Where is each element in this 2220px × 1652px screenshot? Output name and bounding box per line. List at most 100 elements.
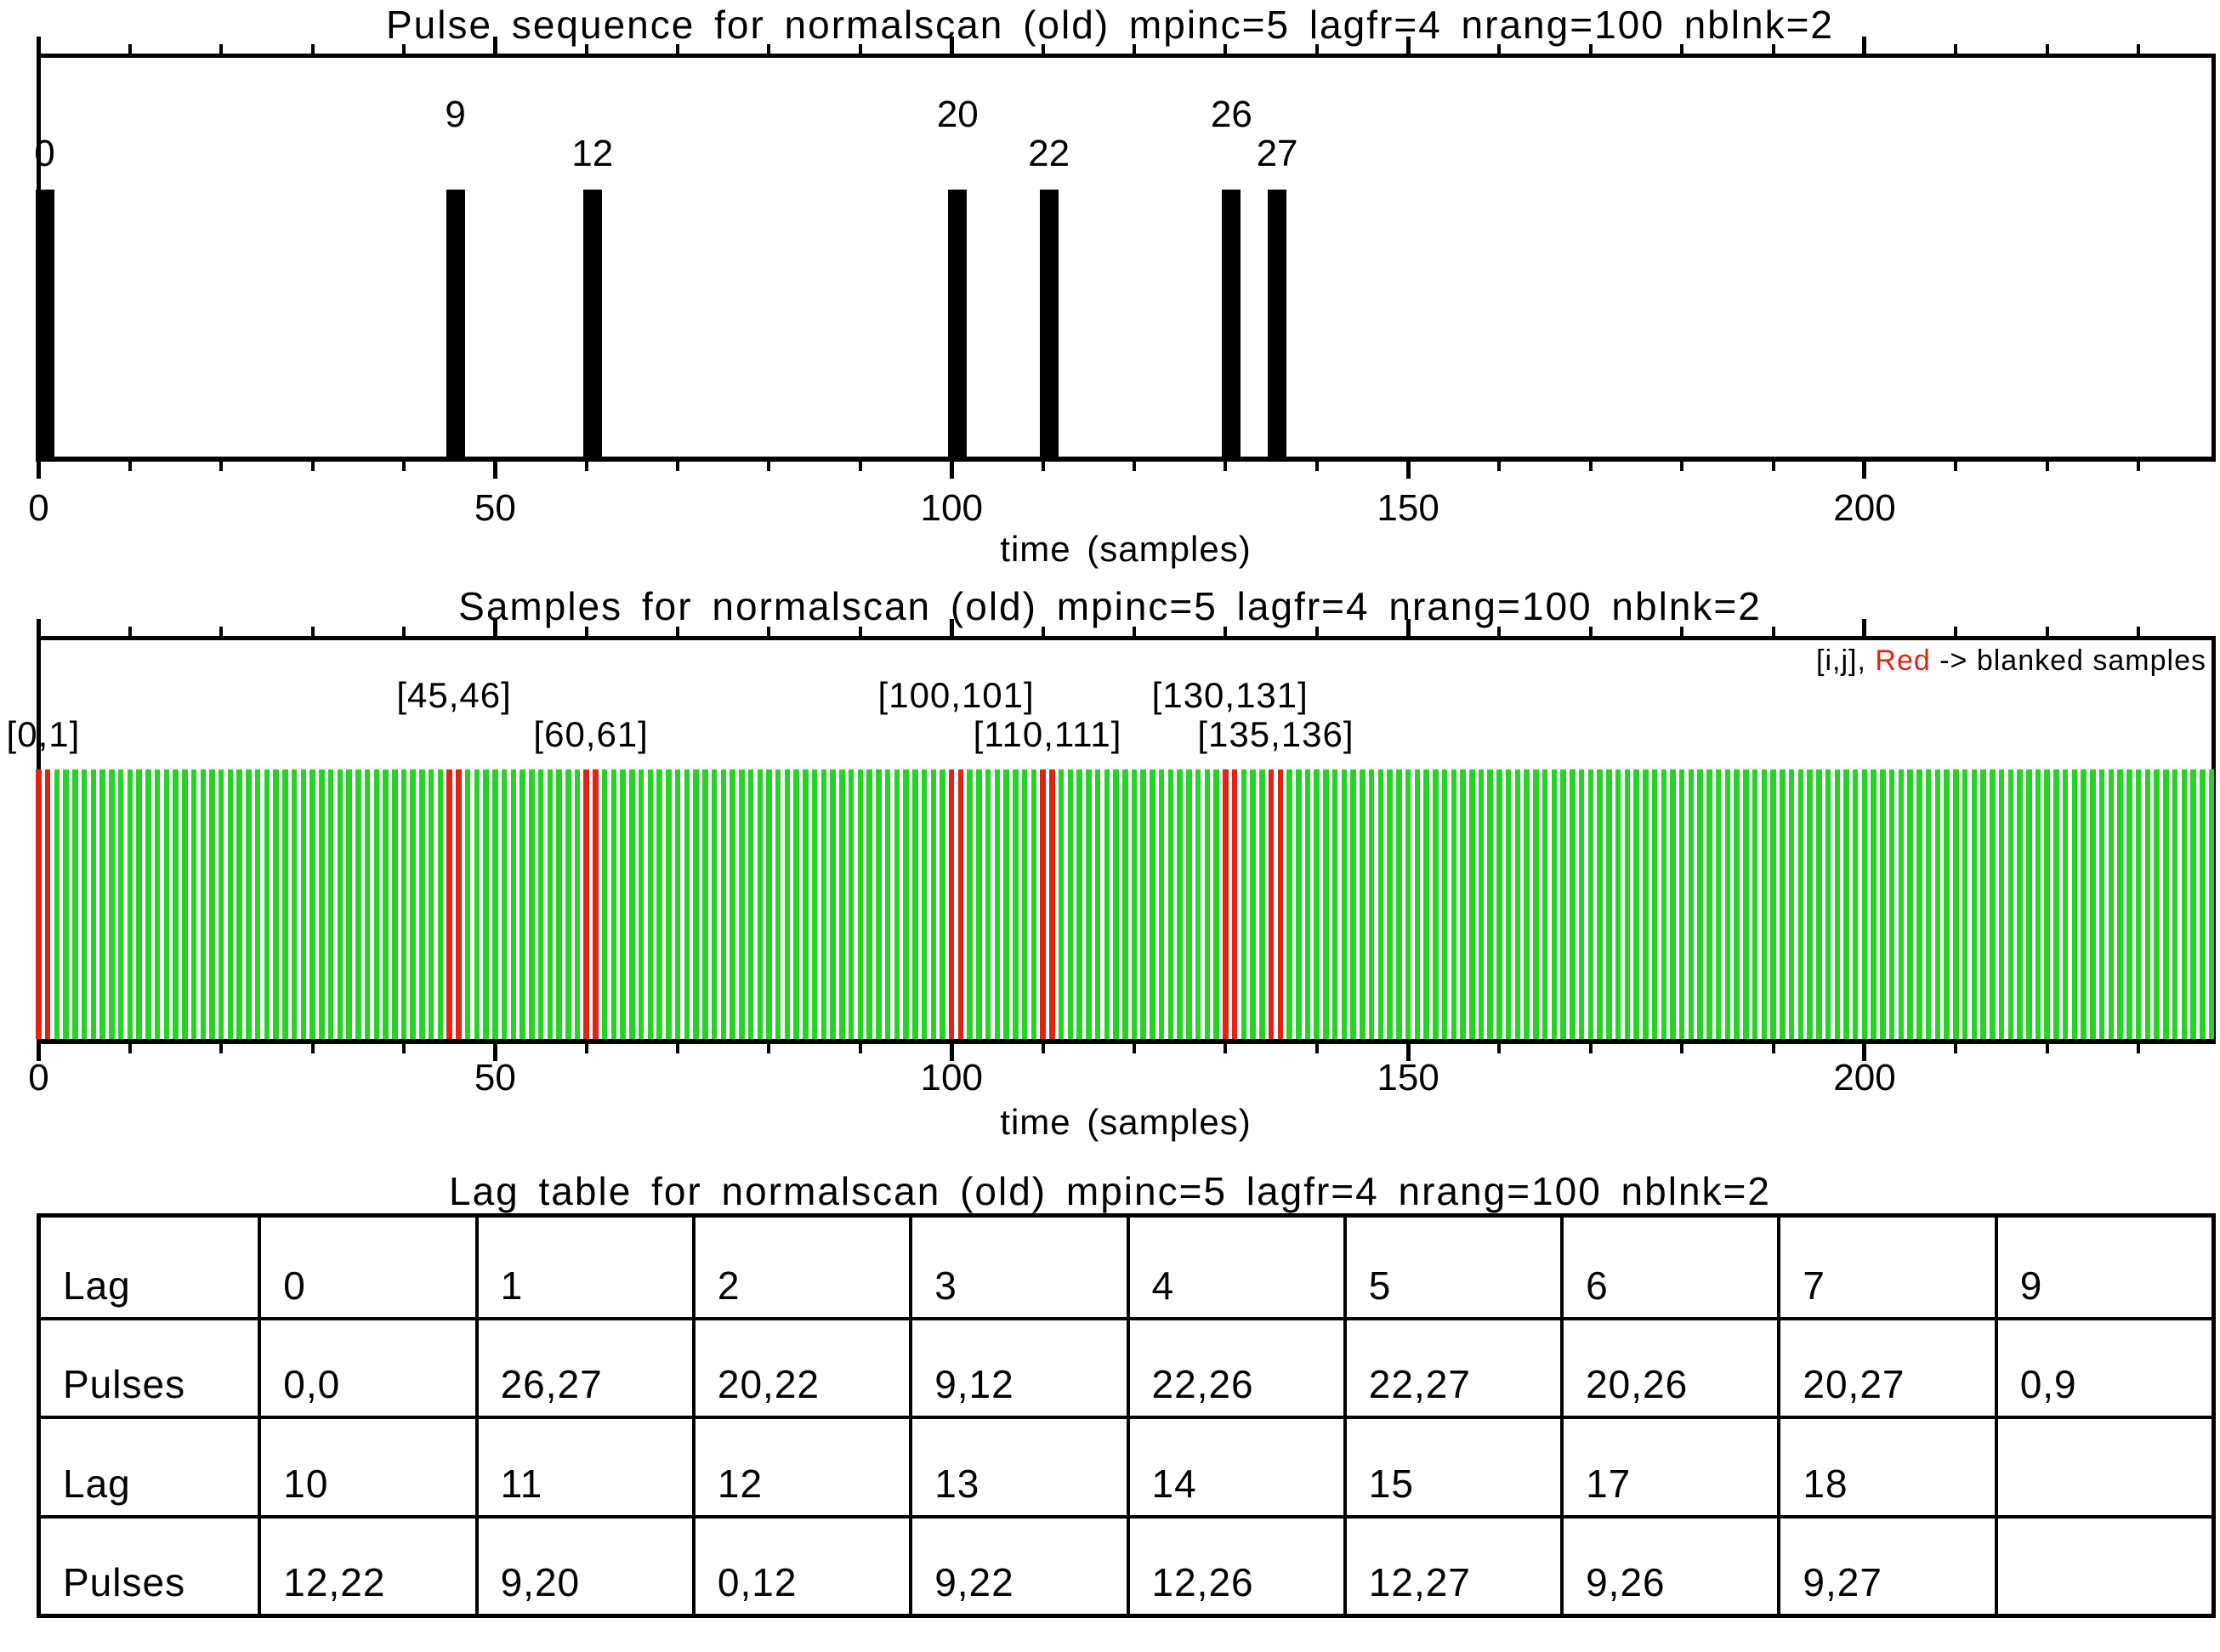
sample-bar	[400, 769, 407, 1039]
samples-plot-tick-bottom	[37, 1044, 41, 1061]
sample-bar	[1387, 769, 1393, 1039]
sample-bar	[2035, 769, 2041, 1039]
pulse-plot-tick-bottom	[1224, 462, 1228, 471]
pulse-plot-tick-bottom	[1771, 462, 1775, 471]
lag-table: Lag 0 1 2 3 4 5 6 7 9 Pulses 0,0 26,27 20,22 9,12 22,26…	[37, 1213, 2216, 1618]
sample-bar	[2126, 769, 2132, 1039]
pulse-plot-tick-bottom	[1862, 462, 1867, 479]
sample-bar	[1998, 769, 2005, 1039]
pulse-plot-tick-bottom	[128, 462, 132, 471]
sample-bar	[2044, 769, 2050, 1039]
sample-bar	[1734, 769, 1740, 1039]
pulse-bar	[582, 190, 602, 462]
legend-suffix: -> blanked samples	[1930, 644, 2206, 677]
lag-table-cell: 20,22	[691, 1316, 910, 1416]
sample-bar	[912, 769, 918, 1039]
sample-bar	[182, 769, 188, 1039]
lag-table-cell: 9	[1994, 1218, 2211, 1317]
sample-bar	[702, 769, 708, 1039]
pulse-number-label: 22	[1028, 133, 1070, 174]
blanked-pair-label: [60,61]	[533, 714, 649, 754]
sample-bar	[410, 769, 416, 1039]
sample-bar	[1296, 769, 1302, 1039]
pulse-plot-tick-top	[767, 44, 771, 54]
sample-bar	[1186, 769, 1192, 1039]
sample-bar	[383, 769, 389, 1039]
blanked-sample-bar	[446, 769, 452, 1039]
sample-bar	[474, 769, 480, 1039]
pulse-plot-tick-bottom	[2137, 462, 2141, 471]
pulse-plot-tick-bottom	[949, 462, 954, 479]
lag-table-cell: 18	[1777, 1416, 1995, 1515]
sample-bar	[346, 769, 352, 1039]
sample-bar	[711, 769, 718, 1039]
sample-bar	[1150, 769, 1155, 1039]
sample-bar	[857, 769, 864, 1039]
sample-bar	[54, 769, 60, 1039]
sample-bar	[1104, 769, 1110, 1039]
pulse-bar	[1268, 190, 1287, 462]
pulse-sequence-title: Pulse sequence for normalscan (old) mpin…	[385, 3, 1835, 47]
pulse-bar	[1039, 190, 1059, 462]
sample-bar	[300, 769, 307, 1039]
pulse-plot-tick-top	[37, 37, 41, 54]
sample-bar	[775, 769, 781, 1039]
sample-bar	[803, 769, 809, 1039]
sample-bar	[437, 769, 444, 1039]
sample-bar	[428, 769, 434, 1039]
lag-table-header-cell: Lag	[41, 1416, 258, 1515]
samples-plot-tick-top	[1314, 627, 1319, 636]
lag-table-cell: 9,12	[909, 1316, 1127, 1416]
sample-bar	[693, 769, 699, 1039]
sample-bar	[1971, 769, 1978, 1039]
sample-bar	[1724, 769, 1731, 1039]
sample-bar	[1944, 769, 1950, 1039]
pulse-plot-tick-top	[1954, 44, 1958, 54]
samples-plot-tick-bottom	[310, 1044, 315, 1053]
samples-plot-tick-bottom	[1132, 1044, 1136, 1053]
sample-bar	[1122, 769, 1128, 1039]
sample-bar	[1533, 769, 1539, 1039]
sample-bar	[1916, 769, 1922, 1039]
sample-bar	[1487, 769, 1493, 1039]
pulse-plot-tick-bottom	[219, 462, 224, 471]
sample-bar	[2190, 769, 2196, 1039]
sample-bar	[282, 769, 288, 1039]
sample-bar	[2200, 769, 2206, 1039]
sample-bar	[565, 769, 571, 1039]
sample-bar	[173, 769, 179, 1039]
lag-table-title: Lag table for normalscan (old) mpinc=5 l…	[449, 1169, 1771, 1213]
sample-bar	[1158, 769, 1165, 1039]
samples-plot-tick-bottom	[1954, 1044, 1958, 1053]
sample-bar	[2117, 769, 2123, 1039]
pulse-plot-tick-top	[1041, 44, 1045, 54]
lag-table-cell	[1994, 1416, 2211, 1515]
samples-title: Samples for normalscan (old) mpinc=5 lag…	[458, 584, 1762, 628]
samples-plot-tick-bottom	[1771, 1044, 1775, 1053]
sample-bar	[1980, 769, 1986, 1039]
sample-bar	[1013, 769, 1019, 1039]
sample-bar	[1907, 769, 1913, 1039]
samples-plot-tick-bottom	[949, 1044, 954, 1061]
sample-bar	[1368, 769, 1375, 1039]
sample-bar	[1852, 769, 1859, 1039]
samples-plot-tick-top	[128, 627, 132, 636]
blanked-sample-bar	[1268, 769, 1275, 1039]
pulse-plot-tick-bottom	[1588, 462, 1593, 471]
pulse-plot-tick-bottom	[2045, 462, 2049, 471]
sample-bar	[2172, 769, 2178, 1039]
lag-table-cell	[1994, 1514, 2211, 1614]
blanked-sample-bar	[456, 769, 462, 1039]
pulse-plot-tick-bottom	[1405, 462, 1411, 479]
sample-bar	[793, 769, 799, 1039]
lag-table-cell: 3	[909, 1218, 1126, 1317]
pulse-bar	[35, 190, 54, 462]
sample-bar	[510, 769, 517, 1039]
sample-bar	[1788, 769, 1795, 1039]
samples-plot-tick-label: 0	[28, 1057, 49, 1098]
sample-bar	[90, 769, 97, 1039]
pulse-plot-tick-top	[128, 44, 132, 54]
sample-bar	[730, 769, 735, 1039]
lag-table-header-cell: Pulses	[41, 1316, 258, 1416]
sample-bar	[1816, 769, 1822, 1039]
